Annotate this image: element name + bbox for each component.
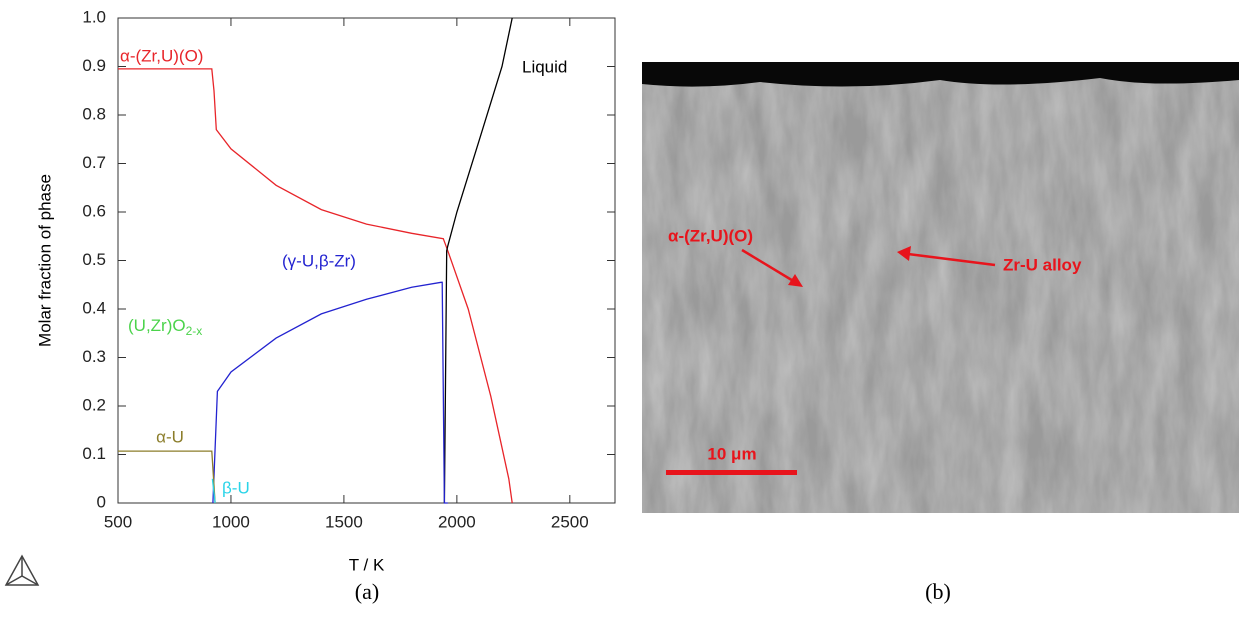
series-line (118, 450, 216, 504)
x-tick-label: 2000 (438, 512, 476, 531)
arrows (741, 246, 996, 287)
chart-a: 500 1000 1500 2000 2500 0 0.1 0.2 0.3 0.4 0.5 0.6 0.… (35, 7, 616, 574)
series-label: α-(Zr,U)(O) (120, 46, 203, 65)
y-tick-label: 0 (97, 492, 106, 511)
plot-frame (117, 17, 616, 504)
scale-bar (666, 470, 797, 475)
y-tick-label: 0.8 (82, 104, 106, 123)
x-tick-label: 1000 (212, 512, 250, 531)
y-tick-label: 1.0 (82, 7, 106, 26)
series-line (212, 281, 448, 504)
y-tick-label: 0.2 (82, 395, 106, 414)
y-tick-label: 0.9 (82, 56, 106, 75)
label-alloy: Zr-U alloy (1003, 255, 1082, 274)
series-label: (γ-U,β-Zr) (282, 251, 356, 270)
micrograph (642, 62, 1239, 513)
y-tick-label: 0.6 (82, 201, 106, 220)
annotation-text: (U,Zr)O (128, 316, 186, 335)
x-tick-label: 1500 (325, 512, 363, 531)
series-line (211, 478, 216, 504)
caption-b: (b) (925, 579, 951, 604)
series-line (118, 68, 513, 504)
y-tick-label: 0.7 (82, 153, 106, 172)
x-axis-label: T / K (349, 555, 385, 574)
x-tick-label: 500 (104, 512, 132, 531)
logo (4, 554, 40, 586)
series-line (443, 17, 513, 504)
label-alpha: α-(Zr,U)(O) (668, 226, 753, 245)
annotation: (U,Zr)O2-x (128, 316, 202, 338)
y-tick-label: 0.3 (82, 347, 106, 366)
series-label: Liquid (522, 57, 567, 76)
series-label: α-U (156, 427, 184, 446)
series-label: β-U (222, 478, 250, 497)
y-tick-label: 0.5 (82, 250, 106, 269)
scale-bar-label: 10 μm (707, 444, 756, 463)
x-tick-label: 2500 (551, 512, 589, 531)
y-tick-label: 0.4 (82, 298, 106, 317)
annotation-sub: 2-x (186, 324, 203, 338)
y-axis-label: Molar fraction of phase (35, 174, 54, 347)
image-texture (642, 62, 1239, 513)
image-top (642, 62, 1239, 87)
y-tick-label: 0.1 (82, 444, 106, 463)
caption-a: (a) (355, 579, 379, 604)
